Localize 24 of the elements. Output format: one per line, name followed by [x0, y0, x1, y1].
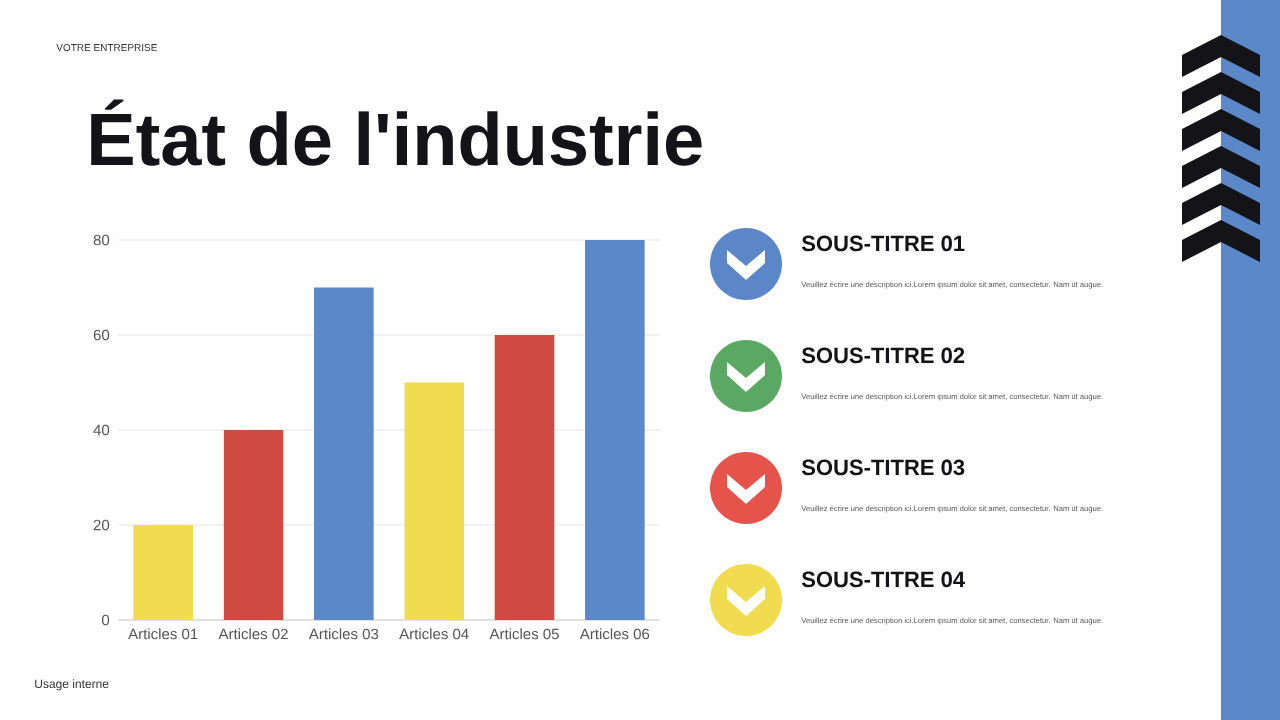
y-tick-label: 0 — [101, 614, 110, 626]
bar — [404, 382, 464, 620]
bar — [585, 239, 645, 620]
y-tick-label: 20 — [93, 519, 110, 531]
y-tick-label: 60 — [93, 329, 110, 341]
x-tick-label: Articles 06 — [579, 628, 650, 640]
x-tick-label: Articles 03 — [308, 628, 379, 640]
text: Usage interne — [35, 679, 109, 691]
bar — [494, 334, 555, 620]
text: SOUS-TITRE 04 — [801, 571, 965, 588]
text: VOTRE ENTREPRISE — [56, 44, 157, 52]
y-tick-label: 40 — [93, 424, 110, 436]
bar — [133, 524, 193, 620]
text: SOUS-TITRE 01 — [801, 235, 965, 252]
chart-title: État de l'industrie — [91, 99, 702, 166]
y-tick-label: 80 — [93, 234, 110, 246]
x-tick-label: Articles 04 — [399, 628, 469, 640]
text: SOUS-TITRE 03 — [801, 459, 965, 476]
bar — [223, 429, 284, 620]
text: SOUS-TITRE 02 — [801, 347, 965, 364]
x-tick-label: Articles 05 — [489, 628, 559, 640]
bar — [314, 287, 374, 620]
x-tick-label: Articles 02 — [218, 628, 288, 640]
x-tick-label: Articles 01 — [128, 628, 198, 640]
